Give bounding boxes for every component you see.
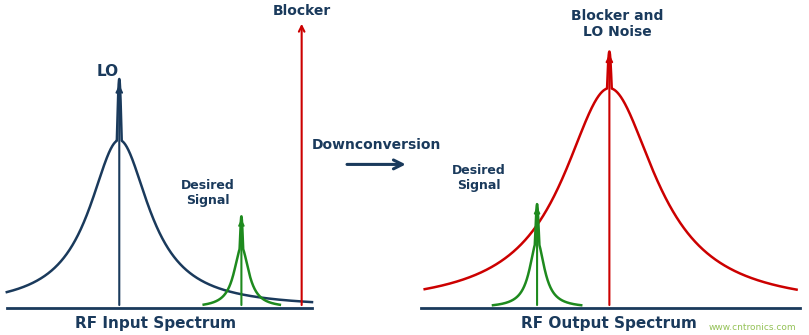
Text: LO: LO (96, 64, 118, 79)
Text: Blocker: Blocker (273, 4, 331, 18)
Text: Blocker and
LO Noise: Blocker and LO Noise (571, 9, 663, 39)
Text: Desired
Signal: Desired Signal (452, 164, 506, 192)
Text: Desired
Signal: Desired Signal (180, 179, 235, 207)
Text: www.cntronics.com: www.cntronics.com (709, 323, 797, 332)
Text: RF Input Spectrum: RF Input Spectrum (75, 316, 236, 331)
Text: Downconversion: Downconversion (311, 138, 441, 152)
Text: RF Output Spectrum: RF Output Spectrum (522, 316, 697, 331)
